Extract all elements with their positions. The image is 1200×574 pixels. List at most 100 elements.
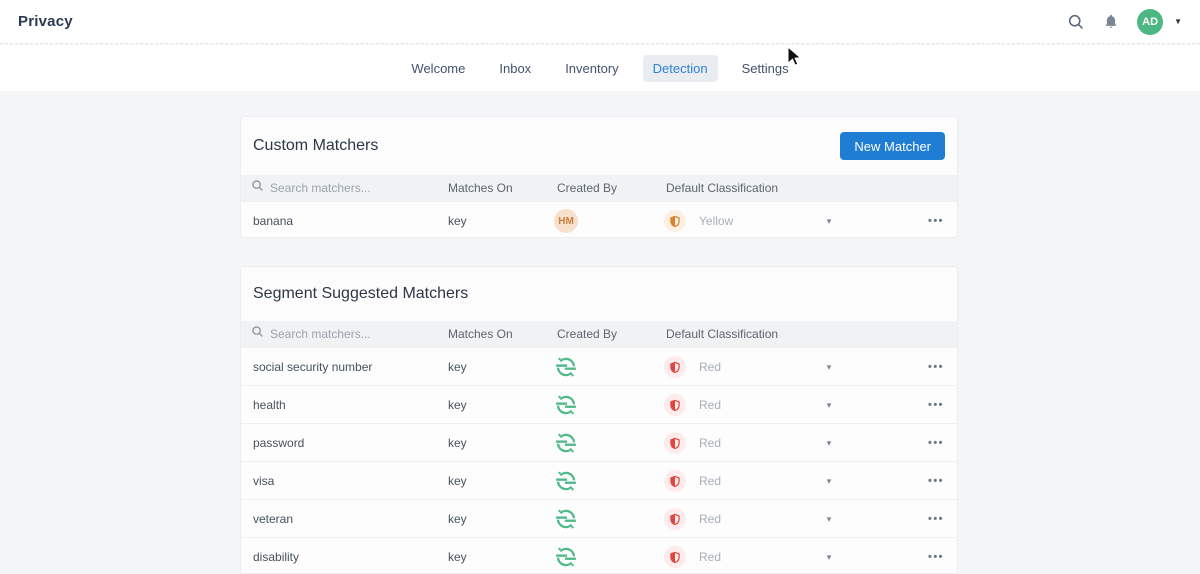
- matches-on-value: key: [448, 436, 467, 450]
- matches-on-value: key: [448, 360, 467, 374]
- table-row[interactable]: social security number key: [241, 347, 957, 385]
- main-nav: Welcome Inbox Inventory Detection Settings: [0, 45, 1200, 91]
- page-title: Privacy: [18, 13, 73, 30]
- table-row[interactable]: visa key Red: [241, 461, 957, 499]
- classification-dropdown-caret-icon[interactable]: ▾: [826, 399, 832, 410]
- section-title: Segment Suggested Matchers: [253, 285, 469, 302]
- search-matchers-input[interactable]: [270, 175, 420, 201]
- classification-shield-icon: [664, 546, 686, 568]
- creator-avatar: HM: [554, 209, 578, 233]
- classification-value: Red: [699, 550, 722, 564]
- created-by-cell: [553, 500, 579, 538]
- created-by-cell: [553, 462, 579, 500]
- column-header-default-classification: Default Classification: [666, 327, 779, 341]
- custom-matchers-rows: banana key HM Yellow ▾ •••: [241, 201, 957, 237]
- classification-dropdown-caret-icon[interactable]: ▾: [826, 437, 832, 448]
- created-by-cell: [553, 424, 579, 462]
- matcher-name: banana: [253, 214, 294, 228]
- classification-cell: [664, 202, 686, 237]
- custom-matchers-header: Custom Matchers New Matcher: [241, 117, 957, 175]
- matcher-name: disability: [253, 550, 300, 564]
- topbar-actions: AD ▼: [1067, 8, 1182, 35]
- suggested-matchers-card: Segment Suggested Matchers Matches On Cr…: [240, 266, 958, 574]
- classification-dropdown-caret-icon[interactable]: ▾: [826, 513, 832, 524]
- avatar[interactable]: AD: [1137, 8, 1164, 35]
- table-search: [251, 321, 420, 347]
- table-search: [251, 175, 420, 201]
- section-title: Custom Matchers: [253, 137, 379, 154]
- row-actions-ellipsis[interactable]: •••: [927, 475, 945, 487]
- classification-value: Red: [699, 436, 722, 450]
- suggested-matchers-table-header: Matches On Created By Default Classifica…: [241, 321, 957, 347]
- matches-on-value: key: [448, 398, 467, 412]
- avatar-menu-caret-icon[interactable]: ▼: [1174, 17, 1182, 26]
- row-actions-ellipsis[interactable]: •••: [927, 361, 945, 373]
- classification-shield-icon: [664, 432, 686, 454]
- classification-cell: [664, 424, 686, 462]
- classification-dropdown-caret-icon[interactable]: ▾: [826, 475, 832, 486]
- classification-dropdown-caret-icon[interactable]: ▾: [826, 215, 832, 226]
- classification-dropdown-caret-icon[interactable]: ▾: [826, 551, 832, 562]
- matcher-name: social security number: [253, 360, 373, 374]
- matches-on-value: key: [448, 214, 467, 228]
- table-row[interactable]: veteran key R: [241, 499, 957, 537]
- tab-inventory[interactable]: Inventory: [565, 60, 619, 76]
- table-row[interactable]: banana key HM Yellow ▾ •••: [241, 201, 957, 237]
- topbar: Privacy AD ▼: [0, 0, 1200, 44]
- tab-welcome[interactable]: Welcome: [411, 60, 466, 76]
- classification-value: Red: [699, 474, 722, 488]
- segment-logo-icon: [555, 546, 577, 568]
- row-actions-ellipsis[interactable]: •••: [927, 437, 945, 449]
- table-row[interactable]: disability key: [241, 537, 957, 573]
- segment-logo-icon: [555, 394, 577, 416]
- matches-on-value: key: [448, 550, 467, 564]
- tab-inbox[interactable]: Inbox: [499, 60, 532, 76]
- segment-logo-icon: [555, 432, 577, 454]
- search-matchers-input[interactable]: [270, 321, 420, 347]
- classification-shield-icon: [664, 508, 686, 530]
- matcher-name: password: [253, 436, 305, 450]
- search-icon[interactable]: [1067, 13, 1085, 31]
- created-by-cell: HM: [553, 202, 579, 237]
- classification-value: Yellow: [699, 214, 734, 228]
- row-actions-ellipsis[interactable]: •••: [927, 215, 945, 227]
- column-header-matches-on: Matches On: [448, 181, 513, 195]
- matches-on-value: key: [448, 474, 467, 488]
- matcher-name: veteran: [253, 512, 294, 526]
- row-actions-ellipsis[interactable]: •••: [927, 513, 945, 525]
- new-matcher-button[interactable]: New Matcher: [840, 132, 945, 160]
- classification-cell: [664, 462, 686, 500]
- classification-shield-icon: [664, 394, 686, 416]
- notifications-bell-icon[interactable]: [1102, 13, 1120, 31]
- table-row[interactable]: health key Re: [241, 385, 957, 423]
- tab-detection[interactable]: Detection: [642, 54, 718, 82]
- classification-dropdown-caret-icon[interactable]: ▾: [826, 361, 832, 372]
- suggested-matchers-rows: social security number key: [241, 347, 957, 573]
- created-by-cell: [553, 386, 579, 424]
- segment-logo-icon: [555, 356, 577, 378]
- column-header-matches-on: Matches On: [448, 327, 513, 341]
- classification-cell: [664, 386, 686, 424]
- created-by-cell: [553, 348, 579, 386]
- segment-logo-icon: [555, 470, 577, 492]
- tab-settings[interactable]: Settings: [741, 60, 789, 76]
- classification-shield-icon: [664, 356, 686, 378]
- matches-on-value: key: [448, 512, 467, 526]
- segment-logo-icon: [555, 508, 577, 530]
- classification-cell: [664, 500, 686, 538]
- table-row[interactable]: password key: [241, 423, 957, 461]
- column-header-created-by: Created By: [557, 181, 618, 195]
- search-icon: [251, 321, 264, 347]
- custom-matchers-table-header: Matches On Created By Default Classifica…: [241, 175, 957, 201]
- search-icon: [251, 175, 264, 201]
- row-actions-ellipsis[interactable]: •••: [927, 399, 945, 411]
- classification-cell: [664, 348, 686, 386]
- row-actions-ellipsis[interactable]: •••: [927, 551, 945, 563]
- column-header-created-by: Created By: [557, 327, 618, 341]
- classification-cell: [664, 538, 686, 573]
- suggested-matchers-header: Segment Suggested Matchers: [241, 267, 957, 321]
- classification-shield-icon: [664, 210, 686, 232]
- classification-value: Red: [699, 398, 722, 412]
- classification-value: Red: [699, 360, 722, 374]
